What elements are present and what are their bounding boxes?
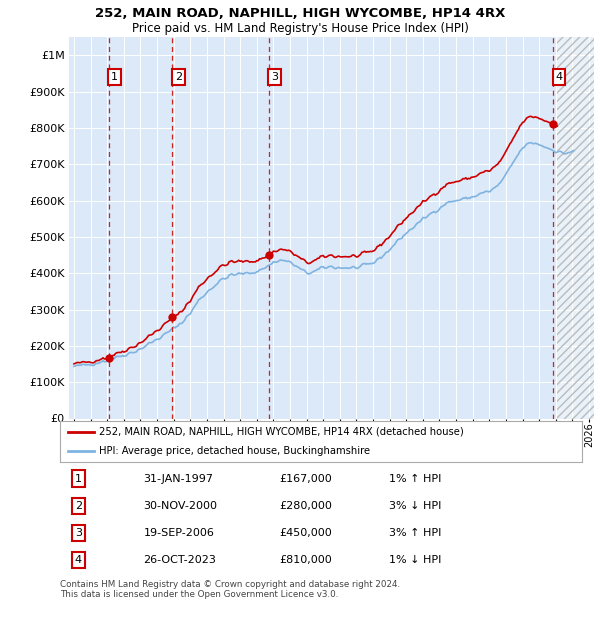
Text: Contains HM Land Registry data © Crown copyright and database right 2024.
This d: Contains HM Land Registry data © Crown c… [60,580,400,599]
Text: 1% ↑ HPI: 1% ↑ HPI [389,474,441,484]
Text: 3: 3 [75,528,82,538]
Text: 1% ↓ HPI: 1% ↓ HPI [389,555,441,565]
Text: 252, MAIN ROAD, NAPHILL, HIGH WYCOMBE, HP14 4RX (detached house): 252, MAIN ROAD, NAPHILL, HIGH WYCOMBE, H… [99,427,464,436]
Text: £280,000: £280,000 [279,501,332,511]
Text: HPI: Average price, detached house, Buckinghamshire: HPI: Average price, detached house, Buck… [99,446,370,456]
Text: 2: 2 [175,73,182,82]
Text: 3% ↑ HPI: 3% ↑ HPI [389,528,441,538]
Text: 31-JAN-1997: 31-JAN-1997 [143,474,214,484]
Text: 30-NOV-2000: 30-NOV-2000 [143,501,218,511]
Text: 1: 1 [75,474,82,484]
Text: 4: 4 [555,73,562,82]
Text: 2: 2 [75,501,82,511]
Text: 3% ↓ HPI: 3% ↓ HPI [389,501,441,511]
Text: £810,000: £810,000 [279,555,332,565]
Text: 1: 1 [111,73,118,82]
Text: 19-SEP-2006: 19-SEP-2006 [143,528,214,538]
Text: £167,000: £167,000 [279,474,332,484]
Text: 4: 4 [75,555,82,565]
Text: 252, MAIN ROAD, NAPHILL, HIGH WYCOMBE, HP14 4RX: 252, MAIN ROAD, NAPHILL, HIGH WYCOMBE, H… [95,7,505,20]
Text: 26-OCT-2023: 26-OCT-2023 [143,555,217,565]
Text: £450,000: £450,000 [279,528,332,538]
Text: 3: 3 [271,73,278,82]
Bar [557,37,594,418]
Text: Price paid vs. HM Land Registry's House Price Index (HPI): Price paid vs. HM Land Registry's House … [131,22,469,35]
